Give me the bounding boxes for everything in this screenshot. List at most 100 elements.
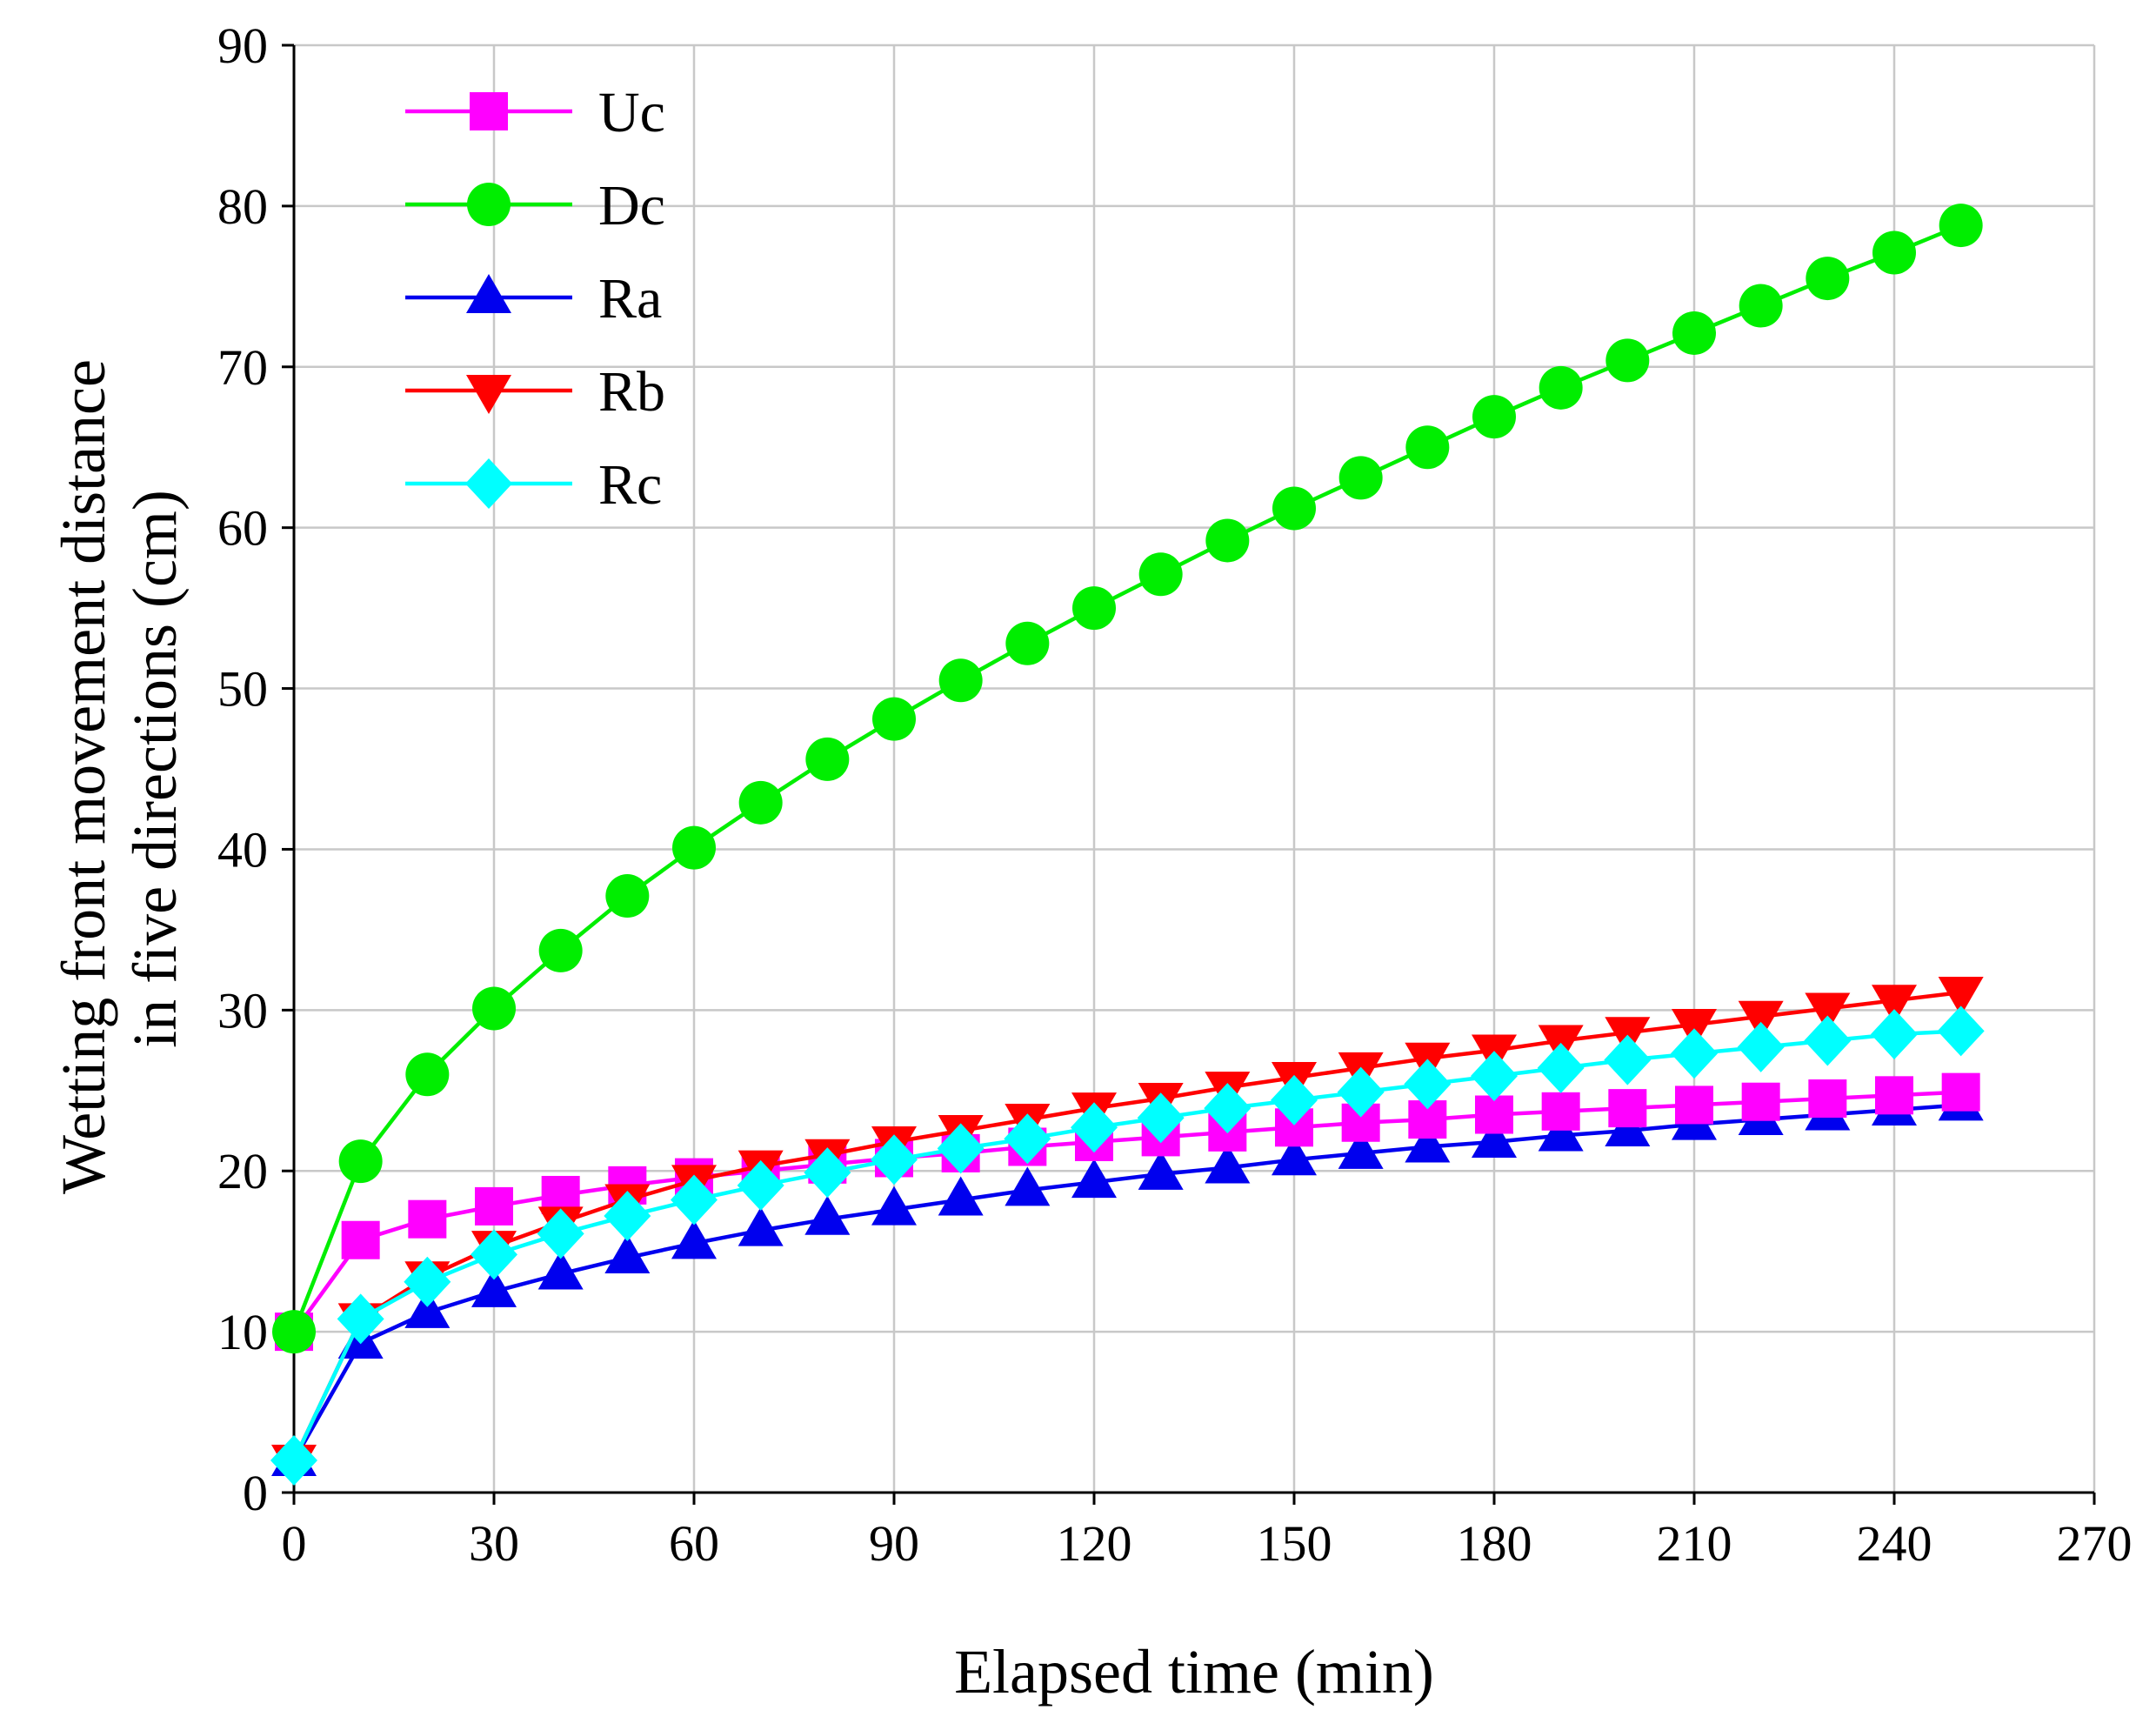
data-point-ra [1138, 1150, 1184, 1190]
data-point-rc [604, 1190, 651, 1241]
data-point-uc [1808, 1079, 1847, 1119]
y-tick-label: 20 [217, 1143, 268, 1199]
data-point-rb [1938, 976, 1984, 1016]
data-point-dc [405, 1052, 450, 1097]
x-tick-label: 150 [1257, 1515, 1332, 1572]
y-tick-label: 50 [217, 661, 268, 718]
data-point-uc [1541, 1092, 1580, 1131]
legend-label: Rb [598, 360, 665, 424]
legend-item-rc: Rc [405, 453, 662, 517]
data-point-rc [1004, 1113, 1051, 1165]
data-point-rb [1872, 985, 1917, 1025]
legend: Uc Dc Ra Rb Rc [405, 81, 665, 517]
data-point-rc [1271, 1074, 1318, 1126]
legend-marker [470, 92, 508, 130]
legend-label: Uc [598, 81, 665, 144]
x-tick-label: 120 [1057, 1515, 1132, 1572]
data-point-rc [1937, 1005, 1985, 1057]
x-tick-label: 240 [1857, 1515, 1932, 1572]
data-point-dc [1605, 338, 1650, 383]
data-point-uc [1875, 1076, 1913, 1115]
data-point-ra [1472, 1118, 1517, 1158]
data-point-rc [1471, 1051, 1518, 1102]
data-point-rc [270, 1435, 317, 1486]
x-tick-label: 90 [869, 1515, 919, 1572]
data-point-dc [1405, 425, 1450, 470]
data-point-dc [1272, 486, 1316, 531]
data-point-ra [1005, 1166, 1051, 1206]
x-tick-label: 270 [2057, 1515, 2133, 1572]
data-point-uc [1741, 1082, 1780, 1121]
data-point-ra [1405, 1123, 1451, 1163]
y-axis-title-line-1: Wetting front movement distance [49, 359, 118, 1194]
data-point-dc [805, 737, 850, 781]
data-point-dc [872, 697, 916, 741]
data-point-uc [475, 1186, 513, 1226]
data-point-ra [871, 1186, 917, 1226]
data-point-dc [538, 928, 583, 972]
data-point-dc [938, 658, 983, 703]
data-point-uc [1475, 1095, 1513, 1134]
data-point-ra [1338, 1129, 1384, 1169]
legend-item-rb: Rb [405, 360, 665, 424]
data-point-rc [1404, 1059, 1452, 1110]
series-dc [272, 204, 1983, 1354]
data-point-rc [671, 1174, 718, 1226]
x-tick-label: 180 [1457, 1515, 1532, 1572]
y-axis-title-line-2: in five directions (cm) [120, 490, 190, 1048]
data-point-rc [1671, 1028, 1718, 1079]
data-point-dc [738, 780, 783, 825]
data-point-dc [1472, 395, 1516, 439]
data-point-ra [1205, 1144, 1251, 1184]
x-tick-label: 0 [282, 1515, 307, 1572]
data-point-dc [1205, 518, 1250, 563]
data-point-dc [472, 986, 516, 1031]
series-rc [270, 1005, 1985, 1486]
data-point-dc [1072, 586, 1116, 631]
data-point-ra [1538, 1112, 1584, 1152]
data-point-rc [1137, 1092, 1185, 1144]
x-tick-label: 210 [1657, 1515, 1732, 1572]
data-point-dc [605, 874, 650, 918]
data-point-ra [604, 1234, 651, 1274]
y-tick-label: 30 [217, 982, 268, 1039]
data-point-dc [672, 825, 716, 870]
data-point-rc [537, 1208, 584, 1259]
data-point-rc [1337, 1066, 1385, 1118]
data-point-ra [738, 1206, 784, 1246]
x-tick-label: 60 [669, 1515, 719, 1572]
data-point-dc [1539, 365, 1583, 410]
legend-item-uc: Uc [405, 81, 665, 144]
data-point-rb [1805, 992, 1851, 1032]
y-tick-label: 0 [243, 1465, 268, 1521]
y-tick-label: 80 [217, 178, 268, 235]
data-point-dc [1138, 552, 1183, 597]
data-point-ra [671, 1219, 717, 1259]
data-point-uc [408, 1199, 447, 1239]
data-point-ra [471, 1267, 517, 1307]
y-tick-label: 60 [217, 500, 268, 557]
data-point-ra [537, 1250, 584, 1290]
legend-label: Dc [598, 174, 665, 237]
legend-marker [466, 375, 511, 414]
data-point-uc [1941, 1072, 1980, 1112]
y-tick-label: 90 [217, 17, 268, 74]
data-point-dc [1939, 204, 1983, 248]
legend-marker [466, 274, 511, 313]
data-point-dc [1005, 621, 1050, 665]
data-point-rc [937, 1123, 985, 1174]
data-point-ra [1272, 1136, 1317, 1176]
axes [282, 43, 2096, 1505]
data-point-dc [1338, 456, 1383, 500]
tick-labels: 0 30 60 90 120 150 180 210 240 270 0 10 20 30 40 50 60 70… [217, 17, 2133, 1572]
data-point-dc [1739, 284, 1783, 328]
legend-item-dc: Dc [405, 174, 665, 237]
data-point-rc [404, 1256, 451, 1307]
x-axis-title: Elapsed time (min) [954, 1637, 1434, 1707]
data-point-rc [1871, 1009, 1918, 1060]
data-point-rb [1738, 1000, 1784, 1040]
y-axis-title: Wetting front movement distance in five … [49, 344, 190, 1194]
y-tick-label: 70 [217, 339, 268, 396]
